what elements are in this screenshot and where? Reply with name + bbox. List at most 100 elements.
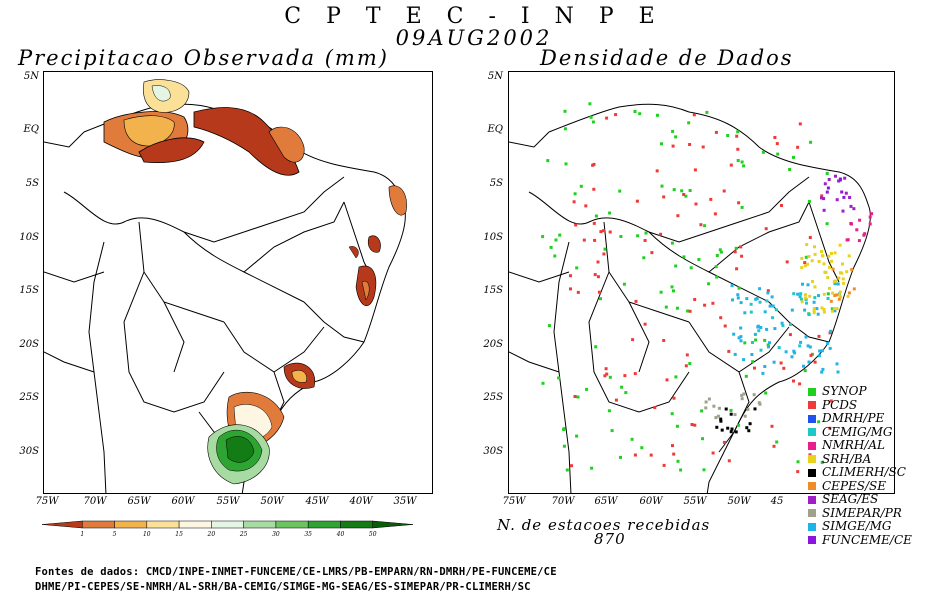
- station-dot: [620, 385, 624, 389]
- station-dot: [835, 362, 839, 366]
- density-panel-title: Densidade de Dados: [540, 46, 794, 70]
- legend-label: SIMGE/MG: [822, 519, 892, 533]
- lat-label: 20S: [483, 339, 503, 350]
- station-dot: [742, 358, 746, 362]
- station-dot: [640, 446, 644, 450]
- station-dot: [660, 184, 664, 188]
- station-dot: [605, 116, 609, 120]
- station-dot: [672, 452, 676, 456]
- station-dot: [573, 192, 577, 196]
- legend-item: FUNCEME/CE: [808, 533, 912, 547]
- station-dot: [727, 459, 731, 463]
- station-dot: [656, 113, 659, 117]
- station-dot: [812, 309, 816, 313]
- station-dot: [734, 246, 738, 250]
- colorbar-label: 50: [369, 531, 377, 538]
- station-dot: [829, 299, 833, 303]
- station-dot: [868, 222, 872, 226]
- legend-swatch: [808, 522, 816, 531]
- station-dot: [784, 350, 788, 354]
- station-dot: [719, 419, 723, 423]
- lon-label: 75W: [502, 496, 526, 507]
- station-dot: [840, 190, 844, 194]
- station-dot: [855, 228, 859, 232]
- station-dot: [672, 188, 676, 192]
- station-dot: [847, 291, 851, 295]
- station-dot: [753, 332, 757, 336]
- lat-label: 30S: [19, 446, 39, 457]
- station-dot: [849, 204, 853, 208]
- station-dot: [768, 341, 771, 345]
- colorbar-cell: [114, 520, 148, 529]
- station-dot: [736, 159, 740, 162]
- station-dot: [826, 297, 830, 300]
- station-dot: [733, 413, 737, 417]
- colorbar-cell: [211, 520, 244, 529]
- legend-item: DMRH/PE: [808, 411, 884, 425]
- station-dot: [740, 160, 744, 164]
- station-dot: [638, 112, 642, 116]
- station-dot: [743, 414, 747, 418]
- station-dot: [767, 345, 770, 349]
- station-dot: [701, 145, 705, 149]
- station-dot: [812, 307, 816, 311]
- station-dot: [693, 298, 697, 301]
- station-dot: [800, 300, 804, 304]
- station-dot: [805, 301, 808, 305]
- station-dot: [815, 307, 819, 311]
- station-dot: [823, 182, 827, 186]
- station-dot: [753, 366, 756, 370]
- station-dot: [766, 291, 770, 295]
- lat-label: 30S: [483, 446, 503, 457]
- station-dot: [718, 248, 722, 252]
- station-dot: [803, 264, 807, 268]
- station-dot: [693, 423, 697, 427]
- station-dot: [688, 309, 692, 313]
- station-dot: [816, 312, 820, 316]
- station-dot: [680, 189, 684, 193]
- station-dot: [643, 322, 647, 326]
- station-dot: [655, 169, 659, 173]
- station-dot: [825, 190, 829, 194]
- station-dot: [707, 282, 711, 286]
- stations-received-count: 870: [594, 530, 626, 548]
- station-dot: [773, 136, 777, 139]
- station-dot: [763, 338, 767, 342]
- station-dot: [776, 152, 780, 156]
- station-dot: [849, 222, 853, 225]
- legend-swatch: [808, 401, 816, 409]
- station-dot: [804, 255, 808, 259]
- legend-label: SYNOP: [822, 384, 867, 398]
- station-dot: [563, 127, 567, 131]
- station-dot: [722, 189, 726, 193]
- station-dot: [603, 247, 607, 251]
- station-dot: [743, 341, 747, 345]
- station-dot: [833, 251, 837, 255]
- station-dot: [798, 382, 802, 386]
- colorbar-label: 20: [207, 531, 216, 538]
- station-dot: [602, 252, 606, 256]
- station-dot: [792, 292, 796, 296]
- date-title: 09AUG2002: [395, 26, 553, 50]
- station-dot: [818, 349, 822, 353]
- station-dot: [753, 407, 757, 411]
- station-dot: [633, 372, 637, 376]
- station-dot: [829, 399, 833, 403]
- station-dot: [672, 289, 675, 293]
- colorbar-label: 25: [239, 531, 248, 538]
- station-dot: [619, 455, 622, 459]
- station-markers: [541, 102, 874, 474]
- station-dot: [828, 286, 831, 290]
- station-dot: [737, 423, 741, 427]
- station-dot: [799, 292, 803, 296]
- station-dot: [703, 303, 707, 307]
- station-dot: [575, 266, 579, 270]
- data-density-map: [508, 71, 895, 494]
- station-dot: [850, 268, 854, 272]
- precipitation-map-svg: [44, 79, 407, 493]
- station-dot: [796, 292, 800, 296]
- lat-label: 5N: [487, 71, 503, 82]
- station-dot: [847, 254, 851, 258]
- station-dot: [565, 468, 569, 472]
- station-dot: [726, 134, 730, 137]
